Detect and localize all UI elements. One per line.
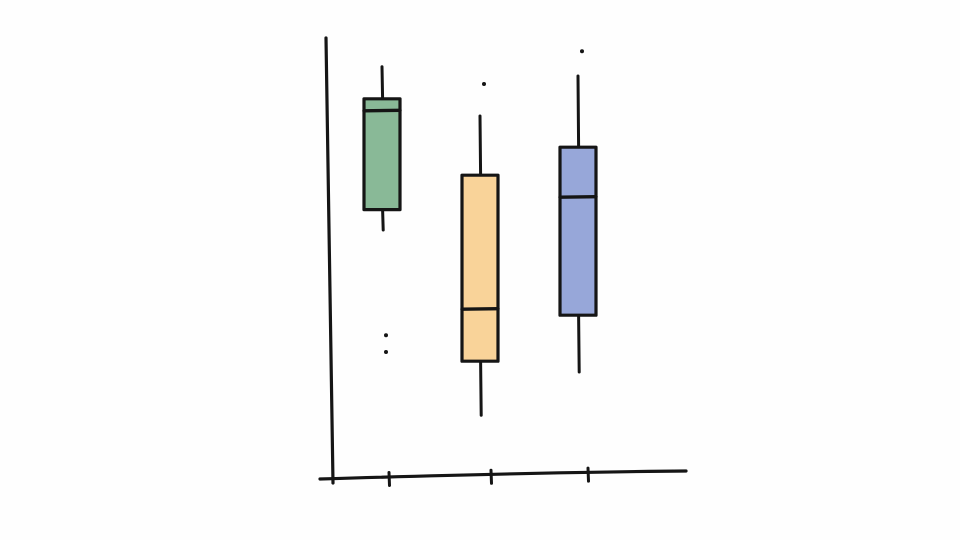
box-3-median xyxy=(558,194,598,199)
x-axis-ticks xyxy=(387,466,590,487)
x-tick-3 xyxy=(586,466,590,483)
axes xyxy=(318,36,688,485)
box-1-upper-whisker xyxy=(380,65,385,101)
y-axis-line xyxy=(324,36,335,485)
box-1 xyxy=(362,65,402,354)
box-2-lower-whisker xyxy=(479,359,483,417)
box-2-outline xyxy=(460,173,500,363)
box-3-lower-whisker xyxy=(577,313,581,374)
x-axis-line xyxy=(318,469,688,481)
box-1-outlier-1 xyxy=(384,333,388,338)
box-2-upper-whisker xyxy=(478,114,483,177)
x-tick-1 xyxy=(387,470,391,487)
box-1-fill xyxy=(365,99,399,209)
box-1-lower-whisker xyxy=(381,208,385,232)
box-3 xyxy=(558,49,598,374)
box-3-upper-whisker xyxy=(576,74,581,149)
box-2-fill xyxy=(463,176,497,361)
box-2-outlier-1 xyxy=(482,82,486,86)
x-tick-2 xyxy=(489,468,493,485)
box-series xyxy=(362,49,598,417)
box-3-fill xyxy=(561,148,595,315)
box-1-median xyxy=(362,108,402,113)
box-3-outlier-1 xyxy=(580,49,584,54)
box-1-outline xyxy=(362,97,402,212)
box-1-outlier-2 xyxy=(384,350,388,354)
box-2-median xyxy=(460,307,500,311)
box-2 xyxy=(460,82,500,417)
box-3-outline xyxy=(558,145,598,317)
